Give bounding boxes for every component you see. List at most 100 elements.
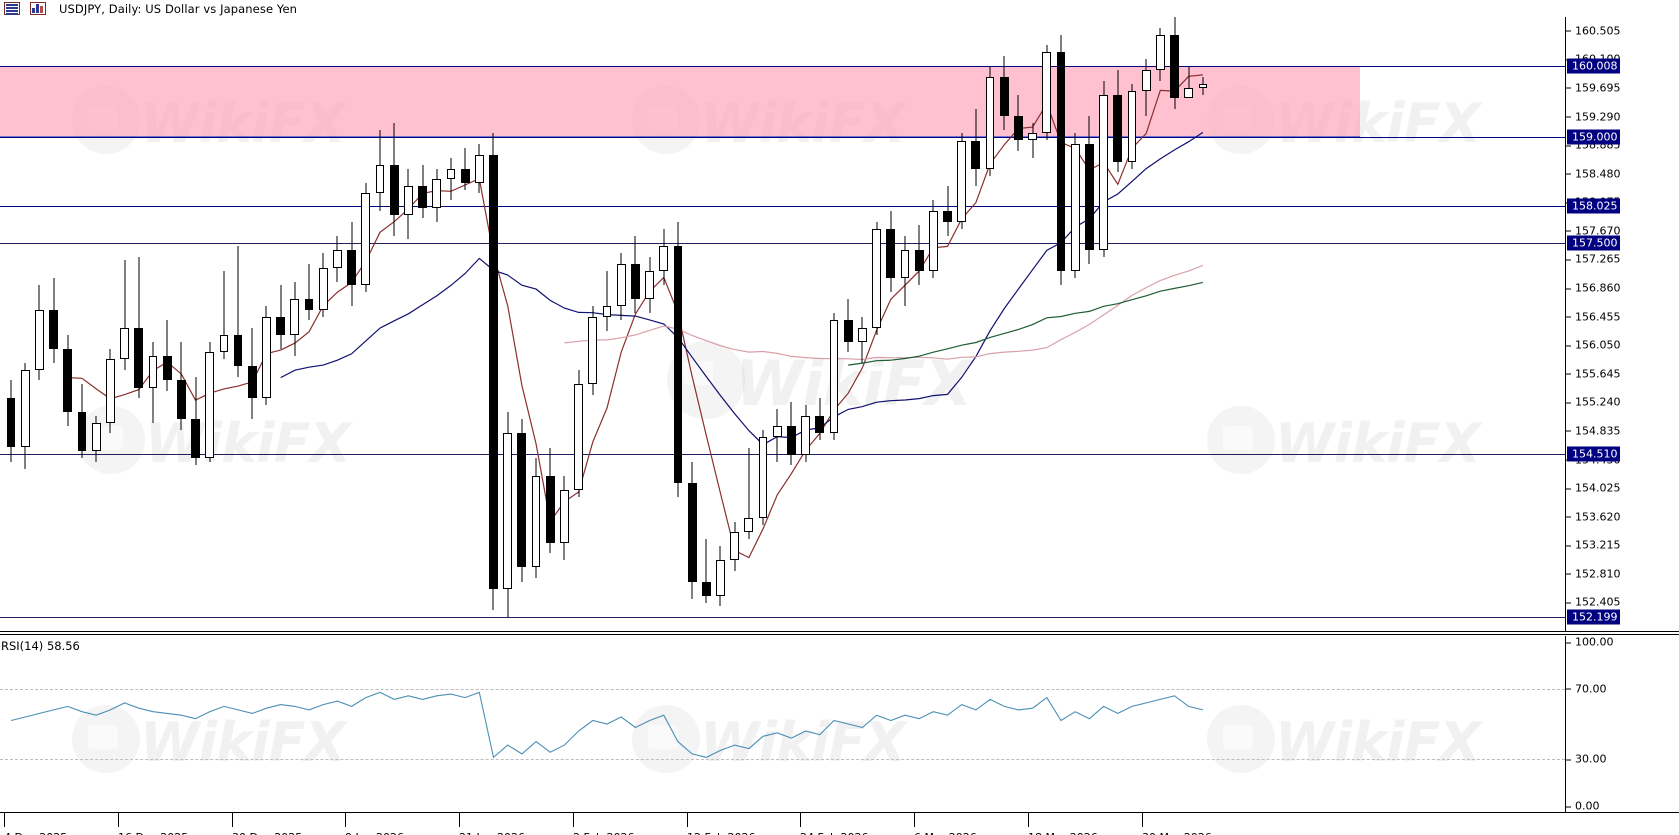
candle-body — [928, 211, 938, 272]
rsi-axis-tick: 30.00 — [1566, 754, 1607, 765]
candlestick — [1141, 17, 1151, 631]
candle-body — [6, 398, 16, 448]
rsi-axis: 100.00 70.00 30.00 0.00 — [1565, 636, 1679, 812]
candle-body — [106, 359, 115, 423]
price-pane[interactable]: WikiFXWikiFXWikiFXWikiFXWikiFXWikiFX — [0, 17, 1565, 631]
candlestick — [148, 17, 158, 631]
candle-body — [914, 249, 924, 272]
candlestick — [205, 17, 215, 631]
candle-body — [432, 179, 442, 208]
price-level-label[interactable]: 159.000 — [1567, 129, 1620, 145]
date-axis[interactable]: 4 Dec 2025 16 Dec 2025 30 Dec 2025 9 Jan 20… — [0, 813, 1679, 835]
candlestick — [1028, 17, 1038, 631]
candle-body — [247, 366, 257, 399]
candlestick — [333, 17, 342, 631]
rsi-pane[interactable]: WikiFX WikiFX WikiFX RSI(14) 58.56 — [0, 636, 1565, 812]
candle-body — [1155, 34, 1165, 70]
price-axis-tick: 153.215 — [1566, 540, 1621, 551]
candlestick — [787, 17, 796, 631]
price-level-label[interactable]: 158.025 — [1567, 198, 1620, 214]
rsi-axis-tick: 0.00 — [1566, 801, 1600, 812]
candlestick — [176, 17, 186, 631]
candlestick — [517, 17, 527, 631]
candle-body — [1042, 52, 1052, 134]
price-axis-tick: 152.405 — [1566, 597, 1621, 608]
watermark-logo — [632, 705, 700, 773]
candle-body — [801, 415, 811, 455]
candlestick — [531, 17, 541, 631]
candle-body — [630, 264, 640, 300]
price-axis-tick: 156.860 — [1566, 283, 1621, 294]
price-axis-tick: 158.885 — [1566, 140, 1621, 151]
candlestick — [985, 17, 995, 631]
candlestick — [276, 17, 286, 631]
candle-body — [361, 193, 371, 286]
candlestick — [1184, 17, 1194, 631]
candle-body — [35, 309, 44, 370]
bar-chart-icon[interactable] — [30, 2, 46, 15]
candle-body — [673, 246, 683, 483]
candle-body — [545, 475, 555, 543]
price-axis-tick: 156.455 — [1566, 311, 1621, 322]
price-level-label[interactable]: 157.500 — [1567, 235, 1620, 251]
watermark-text: WikiFX — [1275, 711, 1481, 774]
candlestick — [347, 17, 356, 631]
price-axis-tick: 155.240 — [1566, 397, 1621, 408]
price-axis[interactable]: 160.505160.100159.695159.290158.885158.4… — [1565, 17, 1679, 631]
candle-body — [262, 316, 271, 399]
price-axis-tick: 159.695 — [1566, 82, 1621, 93]
candle-wick — [450, 158, 452, 201]
candlestick — [701, 17, 711, 631]
candlestick — [162, 17, 172, 631]
rsi-level-30-line — [0, 759, 1565, 761]
date-axis-tick: 18 Mar 2026 — [1028, 813, 1098, 835]
list-icon[interactable] — [4, 2, 20, 15]
candle-body — [588, 316, 598, 384]
candle-body — [900, 249, 910, 279]
candle-wick — [748, 447, 750, 540]
price-level-label[interactable]: 154.510 — [1567, 446, 1620, 462]
candlestick — [262, 17, 271, 631]
date-axis-tick: 12 Feb 2026 — [687, 813, 755, 835]
candlestick — [375, 17, 385, 631]
candlestick — [120, 17, 129, 631]
candle-body — [531, 475, 541, 568]
price-axis-tick: 158.480 — [1566, 168, 1621, 179]
candlestick — [602, 17, 612, 631]
candlestick — [957, 17, 967, 631]
price-level-line — [0, 617, 1565, 618]
price-level-label[interactable]: 160.008 — [1567, 58, 1620, 74]
candlestick — [673, 17, 683, 631]
candlestick — [1170, 17, 1179, 631]
candlestick — [928, 17, 938, 631]
candle-body — [205, 352, 215, 459]
rsi-series-line — [10, 691, 1204, 759]
candlestick — [318, 17, 328, 631]
candlestick — [744, 17, 754, 631]
candlestick — [971, 17, 981, 631]
candlestick — [106, 17, 115, 631]
price-axis-tick: 157.265 — [1566, 254, 1621, 265]
candlestick — [616, 17, 626, 631]
candle-body — [1056, 52, 1066, 272]
candlestick — [35, 17, 44, 631]
candlestick — [432, 17, 442, 631]
candlestick — [1127, 17, 1137, 631]
candlestick — [630, 17, 640, 631]
candlestick — [943, 17, 952, 631]
candlestick — [900, 17, 910, 631]
watermark-logo — [1207, 705, 1275, 773]
candle-body — [77, 412, 87, 452]
candle-body — [1170, 34, 1179, 99]
date-axis-tick: 6 Mar 2026 — [914, 813, 977, 835]
candlestick — [1042, 17, 1052, 631]
candlestick — [403, 17, 413, 631]
candlestick — [545, 17, 555, 631]
candle-body — [560, 489, 569, 543]
candle-body — [1113, 94, 1123, 162]
rsi-axis-tick: 100.00 — [1566, 637, 1614, 648]
price-level-label[interactable]: 152.199 — [1567, 609, 1620, 625]
candlestick — [772, 17, 782, 631]
candlestick — [730, 17, 740, 631]
